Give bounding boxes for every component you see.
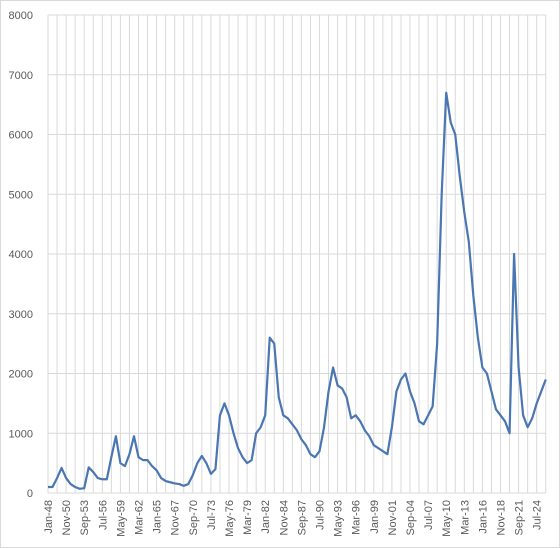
plot [48,91,547,490]
y-tick-label: 8000 [9,10,33,22]
x-tick-label: May-93 [333,500,345,537]
x-tick-label: Mar-13 [459,500,471,535]
x-tick-label: Sep-87 [296,500,308,535]
x-tick-label: Sep-04 [405,500,417,535]
x-tick-label: Mar-96 [351,500,363,535]
x-tick-label: Jul-56 [97,500,109,530]
x-tick-label: Sep-70 [188,500,200,535]
y-tick-label: 4000 [9,249,33,261]
x-tick-label: Jan-82 [260,500,272,534]
x-tick-label: Sep-53 [79,500,91,535]
y-tick-label: 0 [27,488,33,500]
x-tick-label: Jan-99 [369,500,381,534]
y-tick-label: 2000 [9,369,33,381]
x-tick-label: Jul-73 [206,500,218,530]
x-tick-label: Nov-01 [387,500,399,535]
x-tick-label: Jan-48 [43,500,55,534]
x-tick-label: May-10 [441,500,453,537]
grid [47,14,547,494]
x-tick-label: Nov-18 [496,500,508,535]
x-tick-label: May-59 [115,500,127,537]
y-tick-label: 6000 [9,130,33,142]
x-tick-label: May-76 [224,500,236,537]
labels: 0 1000 2000 3000 4000 5000 6000 7000 8000 Jan-48 N… [9,10,544,537]
x-tick-label: Jul-24 [532,500,544,530]
x-tick-label: Jul-90 [315,500,327,530]
x-tick-label: Mar-62 [134,500,146,535]
y-tick-label: 1000 [9,428,33,440]
x-tick-label: Nov-50 [61,500,73,535]
x-tick-label: Jan-16 [477,500,489,534]
y-tick-label: 3000 [9,309,33,321]
x-tick-label: Sep-21 [514,500,526,535]
y-tick-label: 5000 [9,189,33,201]
x-tick-label: Nov-67 [170,500,182,535]
data-line [48,91,547,490]
y-tick-label: 7000 [9,70,33,82]
x-tick-label: Jul-07 [423,500,435,530]
x-tick-label: Mar-79 [242,500,254,535]
x-tick-label: Jan-65 [152,500,164,534]
x-tick-label: Nov-84 [278,500,290,535]
